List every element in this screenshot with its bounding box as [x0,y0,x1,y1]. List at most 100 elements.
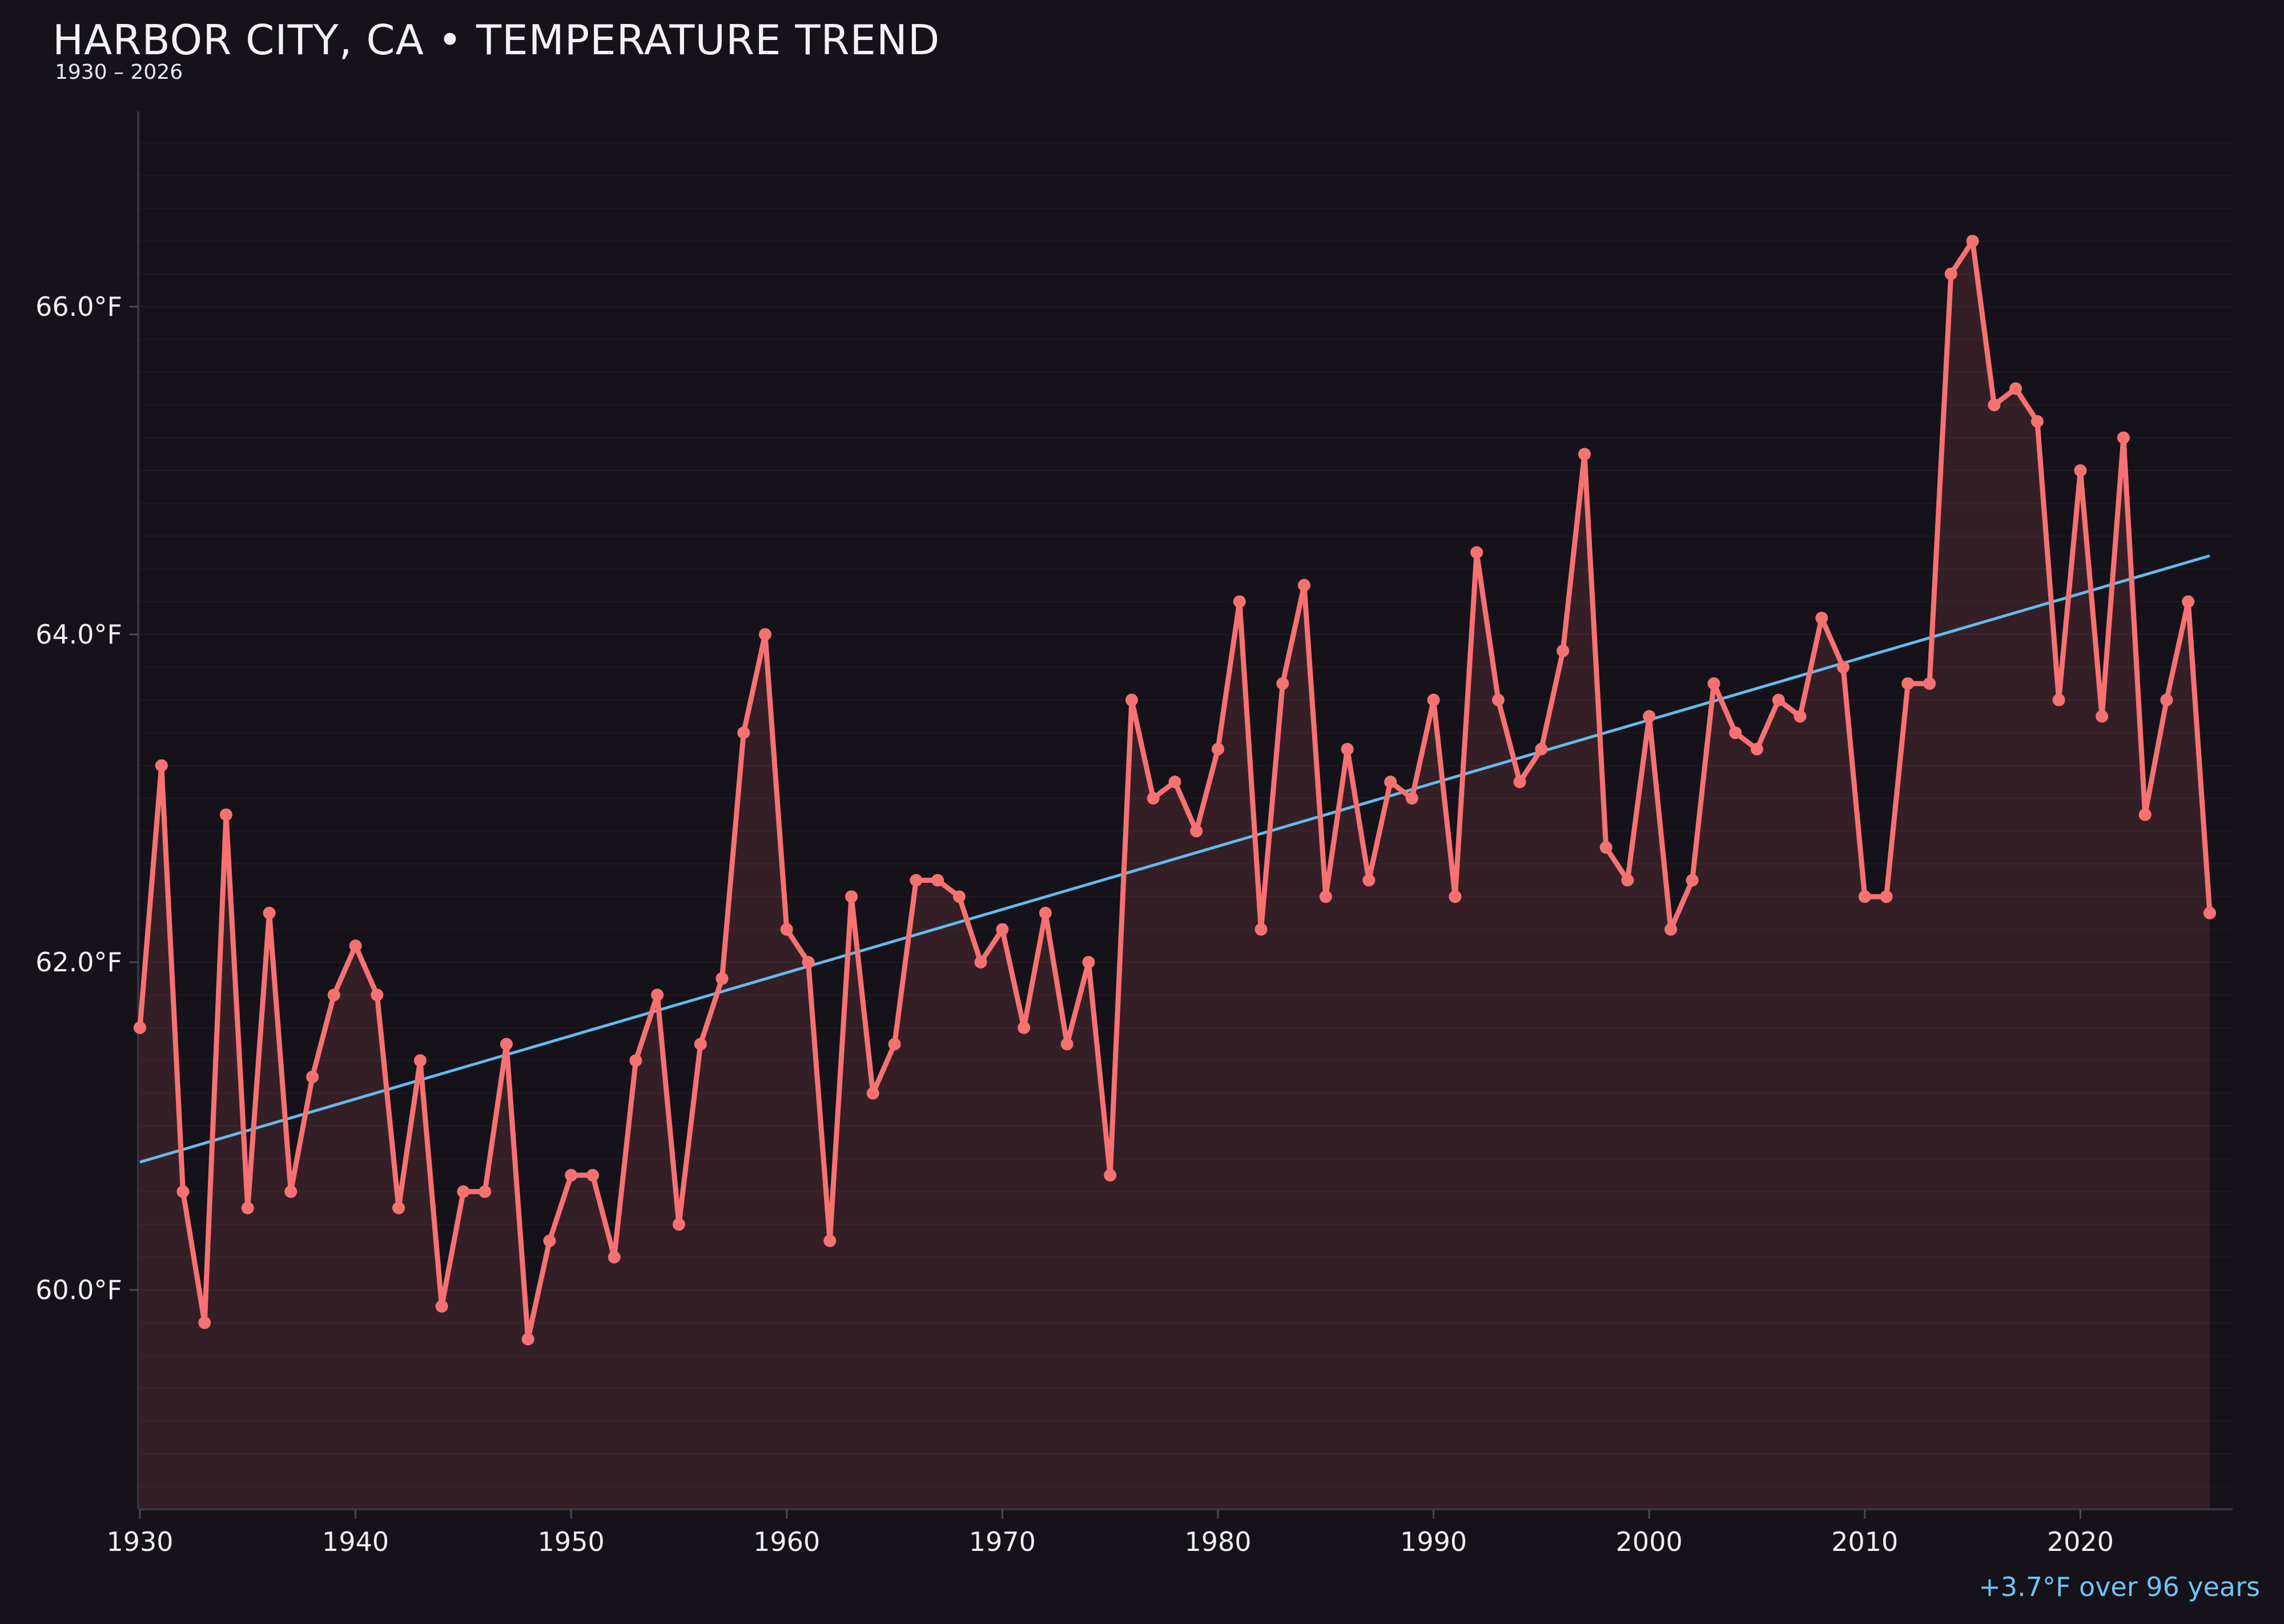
data-point [220,808,232,821]
trend-line [139,554,2210,1164]
data-point [521,1333,534,1346]
data-point [608,1251,621,1264]
data-point [931,874,944,887]
data-point [478,1185,492,1198]
data-point [629,1054,642,1067]
data-point [1147,792,1160,805]
data-point [392,1201,405,1215]
data-point [651,988,664,1002]
data-point [1362,874,1376,887]
data-point [2117,431,2130,444]
data-point [1815,612,1828,625]
data-point [888,1038,901,1051]
page-title: HARBOR CITY, CA • TEMPERATURE TREND [53,16,940,64]
x-tick-label: 2020 [2047,1526,2114,1557]
data-point [780,923,793,936]
data-point [1729,726,1742,739]
x-tick-label: 1990 [1400,1526,1467,1557]
data-point [1018,1021,1031,1034]
data-point [176,1185,190,1198]
data-point [1707,677,1720,690]
data-point [1212,742,1224,755]
data-point [1190,825,1203,838]
data-point [1557,644,1570,657]
data-point [1535,742,1548,755]
x-tick-label: 1950 [538,1526,605,1557]
data-point [2182,595,2195,608]
data-point [1751,742,1763,755]
data-point [952,890,966,903]
x-tick-label: 1930 [106,1526,173,1557]
data-point [1966,235,1979,248]
data-point [1599,841,1613,854]
data-point [1384,775,1397,789]
data-point [694,1038,707,1051]
data-point [543,1234,556,1247]
data-point [1944,267,1957,280]
data-point [1276,677,1289,690]
data-point [371,988,384,1002]
data-point [284,1185,297,1198]
data-point [2160,693,2173,706]
x-tick-label: 1970 [969,1526,1036,1557]
data-point [2030,415,2044,428]
data-point [1858,890,1871,903]
data-point [1880,890,1893,903]
data-point [1319,890,1332,903]
data-point [1341,742,1354,755]
data-point [241,1201,254,1215]
data-point [673,1218,685,1231]
data-point [1578,448,1591,461]
data-point [1039,906,1052,919]
data-point [586,1169,599,1182]
page-subtitle: 1930 – 2026 [55,61,183,84]
data-point [1621,874,1634,887]
data-point [2009,382,2022,395]
x-tick-label: 1960 [753,1526,820,1557]
x-tick-label: 1940 [322,1526,389,1557]
data-point [1449,890,1462,903]
data-point [2074,464,2087,477]
data-point [996,923,1009,936]
data-point [349,939,362,952]
data-point [565,1169,578,1182]
x-tick-label: 2000 [1616,1526,1683,1557]
data-point [1923,677,1936,690]
data-point [1901,677,1915,690]
data-point [759,628,771,641]
data-point [1988,399,2001,412]
trend-summary-label: +3.7°F over 96 years [1979,1571,2260,1602]
data-point [1060,1038,1073,1051]
data-point [1470,546,1483,559]
data-point [974,956,987,968]
data-point [823,1234,837,1247]
series-area [140,241,2210,1510]
data-point [1104,1169,1117,1182]
data-point [1686,874,1699,887]
data-point [845,890,858,903]
y-tick-label: 66.0°F [35,291,122,322]
y-tick-label: 60.0°F [35,1275,122,1305]
x-tick-label: 1980 [1184,1526,1251,1557]
data-point [1837,661,1849,674]
data-point [134,1021,146,1034]
data-point [435,1300,448,1313]
data-point [2096,710,2109,723]
data-point [413,1054,427,1067]
data-point [155,759,168,772]
data-point [1298,578,1310,592]
y-tick-label: 62.0°F [35,947,122,978]
data-point [327,988,340,1002]
data-point [1427,693,1440,706]
data-point [306,1070,319,1083]
data-point [910,874,923,887]
x-tick-label: 2010 [1831,1526,1898,1557]
data-point [802,956,815,968]
data-point [715,972,729,985]
data-point [263,906,276,919]
data-point [1513,775,1526,789]
data-point [1125,693,1138,706]
data-point [1772,693,1785,706]
data-point [2138,808,2152,821]
